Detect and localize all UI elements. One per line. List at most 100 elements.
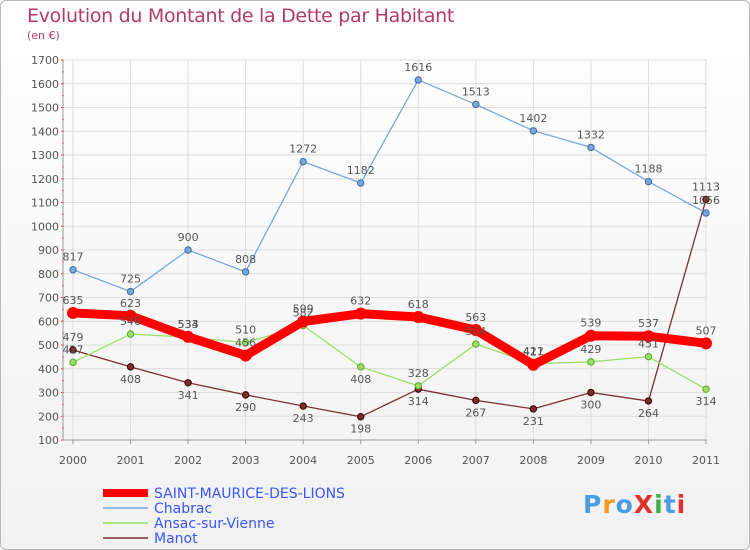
data-point [69, 346, 77, 354]
series-line-manot [72, 198, 707, 418]
data-point [239, 349, 252, 362]
y-tick-label: 700 [38, 292, 59, 305]
x-tick-label: 2000 [59, 454, 87, 467]
y-tick-label: 900 [38, 244, 59, 257]
data-point [469, 324, 482, 337]
series-line-saint-maurice-des-lions [68, 308, 711, 370]
x-tick-label: 2009 [577, 454, 605, 467]
data-point [644, 177, 653, 186]
data-point [354, 307, 367, 320]
y-tick-label: 1300 [31, 149, 59, 162]
data-label: 1616 [404, 61, 432, 74]
data-label: 408 [120, 373, 141, 386]
x-tick-label: 2010 [634, 454, 662, 467]
data-label: 451 [638, 338, 659, 351]
data-point [644, 397, 653, 405]
y-tick-label: 1600 [31, 78, 59, 91]
y-tick-label: 500 [38, 339, 59, 352]
y-tick-label: 1200 [31, 173, 59, 186]
data-label: 599 [293, 302, 314, 315]
x-tick-label: 2004 [289, 454, 317, 467]
data-point [702, 195, 710, 204]
data-label: 429 [580, 343, 601, 356]
data-label: 408 [350, 373, 371, 386]
data-point [527, 358, 540, 371]
data-point [184, 246, 192, 254]
data-labels: 635 623 534 456 599 632 618 563 417 539 537 507 817 7… [63, 61, 721, 436]
series-line-chabrac [72, 79, 707, 293]
y-tick-label: 1000 [31, 220, 59, 233]
axes: 100 200 300 400 500 600 700 800 900 1000 1100 1200 1… [31, 54, 720, 467]
data-point [700, 337, 712, 350]
data-label: 1332 [577, 128, 605, 141]
data-point [124, 309, 137, 322]
data-point [69, 266, 77, 274]
data-label: 504 [465, 325, 486, 338]
y-tick-label: 400 [38, 363, 59, 376]
data-label: 632 [350, 295, 371, 308]
data-point [182, 330, 195, 343]
y-tick-label: 1700 [31, 54, 59, 67]
data-label: 243 [293, 412, 314, 425]
x-tick-label: 2011 [692, 454, 720, 467]
series-lines [67, 76, 712, 421]
logo-letter: t [663, 490, 677, 519]
data-label: 900 [178, 231, 199, 244]
data-label: 1056 [692, 194, 720, 207]
data-label: 635 [63, 294, 84, 307]
data-label: 314 [696, 395, 717, 408]
data-label: 510 [235, 324, 256, 337]
data-label: 300 [580, 399, 601, 412]
data-label: 1113 [692, 180, 720, 193]
data-point [414, 76, 422, 84]
data-label: 507 [696, 324, 717, 337]
data-point [642, 330, 655, 343]
logo-letter: r [602, 490, 616, 519]
data-point [357, 413, 365, 421]
x-tick-label: 2003 [232, 454, 260, 467]
data-point [584, 329, 597, 342]
data-point [126, 363, 135, 371]
y-tick-label: 600 [38, 315, 59, 328]
x-tick-label: 2007 [462, 454, 490, 467]
data-label: 1402 [519, 112, 547, 125]
data-label: 1513 [462, 85, 490, 98]
data-label: 1272 [289, 143, 317, 156]
logo-letter: X [633, 490, 655, 519]
data-point [184, 379, 192, 387]
data-label: 618 [408, 298, 429, 311]
data-label: 533 [178, 318, 199, 331]
data-label: 1188 [634, 163, 662, 176]
legend-label: Chabrac [154, 501, 212, 517]
data-point [702, 385, 710, 393]
data-point [412, 310, 425, 323]
data-point [587, 143, 595, 152]
logo-letter: P [583, 490, 603, 519]
data-label: 456 [235, 336, 256, 349]
chart-subtitle: (en €) [27, 29, 60, 42]
data-label: 290 [235, 401, 256, 414]
data-label: 539 [580, 317, 601, 330]
data-point [472, 100, 480, 109]
y-tick-label: 1500 [31, 102, 59, 115]
data-label: 198 [350, 423, 371, 436]
data-label: 314 [408, 395, 429, 408]
data-label: 563 [465, 311, 486, 324]
logo-letter: i [676, 490, 687, 519]
y-tick-label: 200 [38, 410, 59, 423]
data-label: 479 [63, 331, 84, 344]
data-point [529, 405, 538, 413]
data-point [644, 352, 653, 361]
data-point [587, 388, 595, 397]
data-label: 537 [638, 317, 659, 330]
data-label: 817 [63, 251, 84, 264]
data-label: 546 [120, 315, 141, 328]
data-point [587, 358, 595, 366]
data-point [126, 287, 135, 296]
x-tick-label: 2002 [174, 454, 202, 467]
data-label: 725 [120, 273, 141, 286]
data-label: 341 [178, 389, 199, 402]
data-label: 534 [178, 318, 199, 331]
